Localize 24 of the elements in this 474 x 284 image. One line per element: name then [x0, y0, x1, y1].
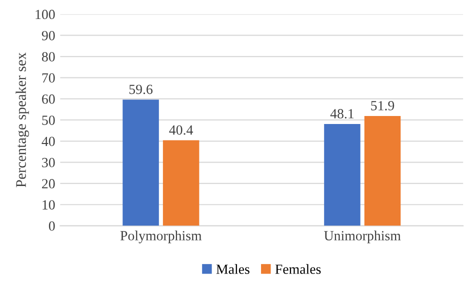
- y-tick-label: 10: [42, 200, 55, 210]
- y-tick-label: 30: [42, 158, 55, 168]
- y-tick-label: 90: [42, 30, 55, 40]
- y-tick-label: 40: [42, 136, 55, 146]
- data-label: 59.6: [129, 84, 153, 94]
- legend-label: Females: [275, 264, 321, 274]
- bar: [324, 124, 360, 226]
- y-axis-title: Percentage speaker sex: [16, 52, 29, 188]
- bar: [364, 116, 401, 226]
- legend-label: Males: [216, 264, 250, 274]
- y-tick-label: 70: [42, 73, 55, 83]
- x-tick-label: Unimorphism: [324, 230, 401, 244]
- y-tick-label: 0: [48, 221, 55, 231]
- x-tick-label: Polymorphism: [120, 230, 202, 244]
- data-label: 51.9: [371, 101, 394, 110]
- data-label: 40.4: [169, 125, 194, 135]
- y-tick-label: 20: [42, 179, 55, 188]
- bar: [122, 100, 159, 226]
- y-tick-label: 50: [42, 116, 55, 125]
- bar: [162, 140, 200, 226]
- y-tick-label: 100: [36, 10, 55, 20]
- data-label: 48.1: [330, 109, 354, 118]
- y-tick-label: 60: [42, 94, 55, 104]
- y-tick-label: 80: [42, 52, 55, 62]
